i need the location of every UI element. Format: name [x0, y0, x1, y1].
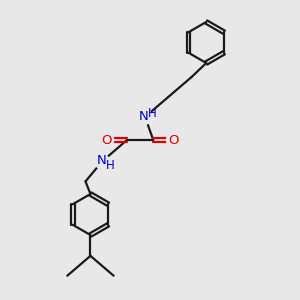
Circle shape: [95, 154, 109, 169]
Text: N: N: [139, 110, 148, 123]
Text: H: H: [106, 159, 114, 172]
Text: O: O: [102, 134, 112, 147]
Text: N: N: [97, 154, 106, 167]
Text: O: O: [168, 134, 178, 147]
Circle shape: [167, 134, 180, 147]
Circle shape: [100, 134, 114, 147]
Text: H: H: [148, 107, 157, 120]
Circle shape: [138, 110, 152, 124]
